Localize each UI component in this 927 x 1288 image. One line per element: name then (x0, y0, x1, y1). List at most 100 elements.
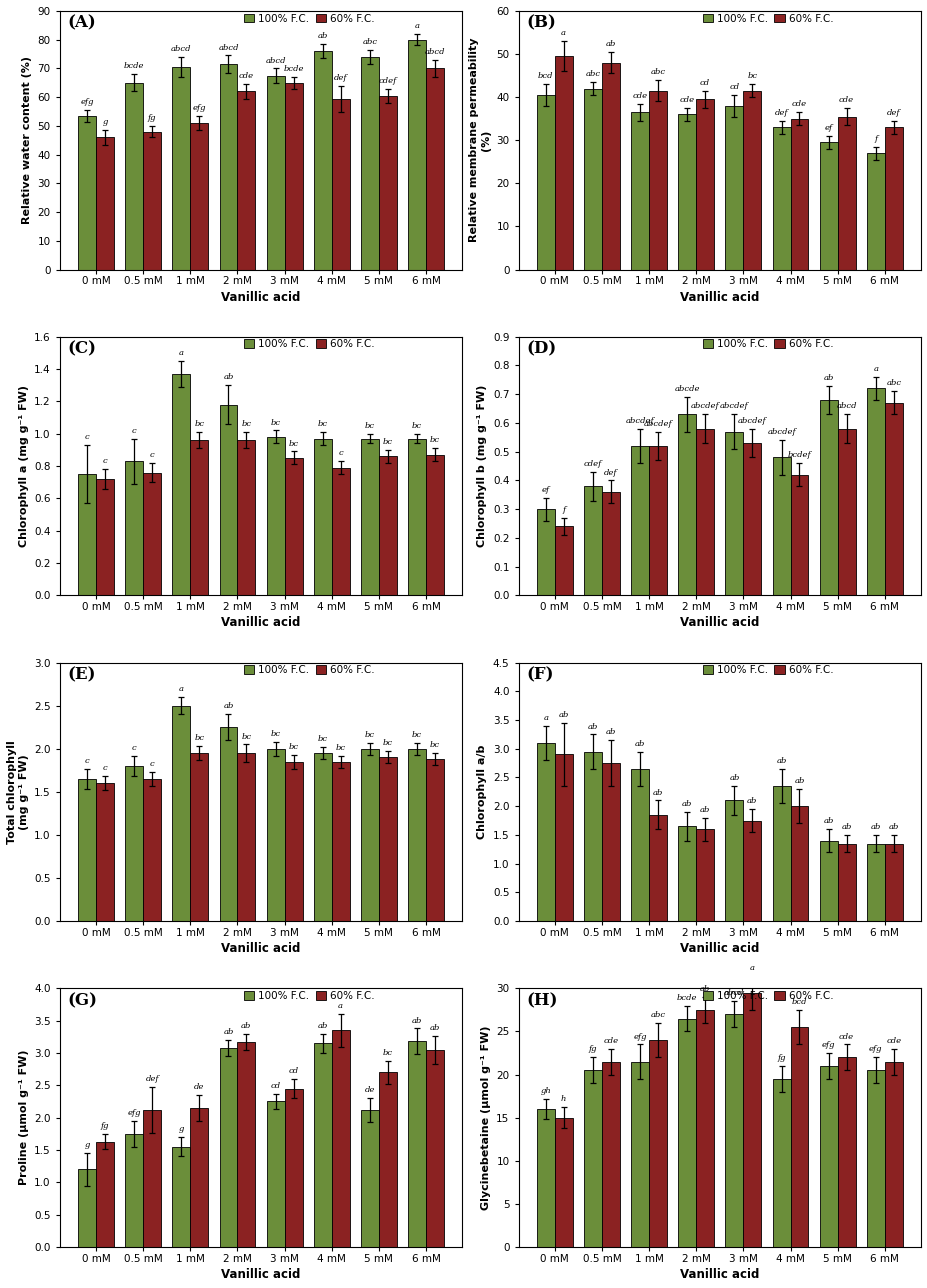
Text: abcd: abcd (835, 402, 856, 411)
Text: ab: ab (241, 1023, 251, 1030)
Text: bc: bc (194, 734, 204, 742)
Bar (361, 439, 378, 595)
Text: de: de (194, 1083, 204, 1091)
Text: cde: cde (838, 97, 853, 104)
Text: a: a (872, 365, 878, 374)
Text: efg: efg (869, 1046, 882, 1054)
Text: abcdef: abcdef (690, 402, 718, 411)
Bar (190, 440, 208, 595)
Text: ab: ab (317, 1021, 327, 1029)
Text: ab: ab (223, 1028, 234, 1037)
Bar (378, 456, 397, 595)
Bar (630, 446, 648, 595)
Text: bc: bc (288, 743, 298, 751)
Text: def: def (603, 469, 617, 477)
Bar (266, 76, 285, 269)
Text: ab: ab (223, 702, 234, 711)
Bar (425, 455, 443, 595)
Y-axis label: Glycinebetaine (µmol g⁻¹ FW): Glycinebetaine (µmol g⁻¹ FW) (480, 1025, 490, 1209)
Text: def: def (146, 1075, 159, 1083)
Text: (C): (C) (68, 340, 96, 358)
Bar (819, 143, 837, 269)
Bar (172, 374, 190, 595)
Text: abcdef: abcdef (737, 417, 766, 425)
Bar (95, 479, 114, 595)
Text: bc: bc (429, 741, 439, 750)
Text: ab: ab (841, 823, 851, 831)
Bar (143, 1110, 161, 1247)
Text: ab: ab (729, 774, 739, 782)
Bar (95, 138, 114, 269)
Text: a: a (179, 685, 184, 693)
Bar (425, 68, 443, 269)
Bar (695, 99, 714, 269)
Text: bc: bc (383, 1048, 392, 1057)
Bar (554, 1118, 572, 1247)
Bar (425, 1050, 443, 1247)
Text: abcd: abcd (171, 45, 191, 53)
Text: abcd: abcd (425, 48, 445, 55)
Bar (554, 755, 572, 921)
Text: c: c (84, 433, 89, 442)
Text: (E): (E) (68, 666, 96, 684)
Text: ab: ab (776, 757, 786, 765)
Text: cde: cde (679, 97, 694, 104)
Text: bc: bc (412, 730, 422, 739)
Text: gh: gh (540, 1087, 551, 1095)
Text: ab: ab (605, 40, 616, 48)
Text: def: def (886, 109, 899, 117)
Bar (285, 82, 302, 269)
Text: ab: ab (746, 797, 756, 805)
Text: fg: fg (147, 113, 156, 122)
Legend: 100% F.C., 60% F.C.: 100% F.C., 60% F.C. (244, 665, 375, 675)
Text: bcd: bcd (538, 72, 552, 80)
Bar (648, 1041, 667, 1247)
Text: abcdef: abcdef (625, 417, 654, 425)
Bar (331, 468, 349, 595)
Bar (866, 153, 883, 269)
Bar (602, 63, 619, 269)
Text: ab: ab (429, 1024, 439, 1032)
Bar (125, 1133, 143, 1247)
Bar (408, 1042, 425, 1247)
Text: ab: ab (699, 806, 709, 814)
Bar (237, 1042, 255, 1247)
Bar (583, 486, 602, 595)
Legend: 100% F.C., 60% F.C.: 100% F.C., 60% F.C. (702, 339, 832, 349)
Y-axis label: Relative water content (%): Relative water content (%) (22, 57, 32, 224)
Bar (554, 527, 572, 595)
Bar (602, 492, 619, 595)
Text: bc: bc (241, 733, 251, 741)
Bar (266, 1101, 285, 1247)
Bar (78, 474, 95, 595)
Text: abcd: abcd (723, 989, 743, 997)
Text: ab: ab (794, 777, 804, 786)
Bar (837, 844, 855, 921)
Text: cde: cde (603, 1037, 617, 1045)
Bar (866, 389, 883, 595)
Bar (819, 401, 837, 595)
Text: abc: abc (362, 37, 377, 46)
Text: (D): (D) (526, 340, 556, 358)
Text: g: g (102, 118, 108, 126)
Y-axis label: Proline (µmol g⁻¹ FW): Proline (µmol g⁻¹ FW) (19, 1050, 29, 1185)
Bar (285, 1088, 302, 1247)
Bar (125, 82, 143, 269)
Text: fg: fg (100, 1122, 109, 1130)
Bar (772, 457, 790, 595)
Text: (F): (F) (526, 666, 553, 684)
Text: bc: bc (271, 730, 280, 738)
Bar (425, 759, 443, 921)
Bar (583, 1070, 602, 1247)
Text: bc: bc (336, 743, 346, 752)
Text: bc: bc (383, 438, 392, 446)
Bar (648, 446, 667, 595)
Bar (725, 1014, 743, 1247)
Text: abc: abc (885, 380, 900, 388)
Text: de: de (364, 1086, 375, 1095)
Text: a: a (542, 714, 548, 721)
Text: abcde: abcde (674, 385, 699, 393)
Bar (220, 64, 237, 269)
Legend: 100% F.C., 60% F.C.: 100% F.C., 60% F.C. (244, 990, 375, 1001)
Text: abcd: abcd (265, 57, 286, 64)
